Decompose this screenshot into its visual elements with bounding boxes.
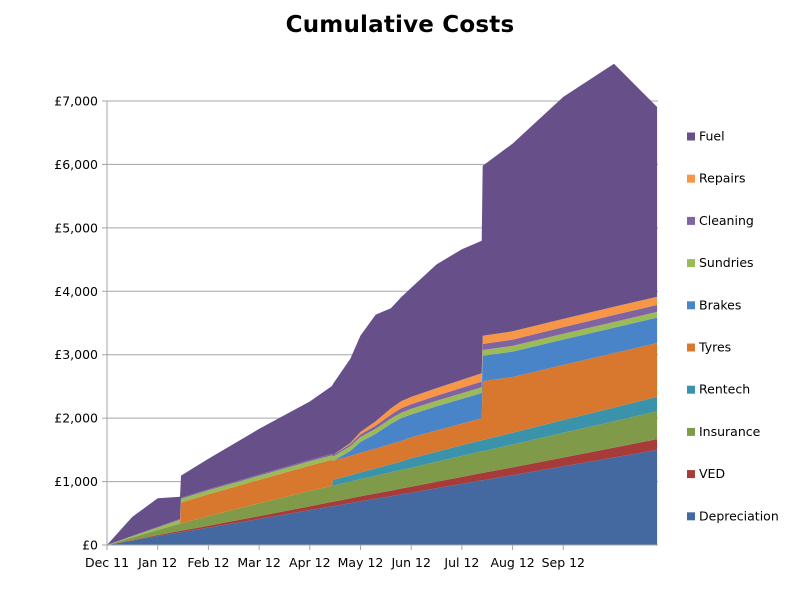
y-tick-label: £2,000 (54, 411, 98, 426)
legend-label-fuel: Fuel (699, 129, 725, 144)
x-tick-label: Mar 12 (237, 555, 280, 570)
legend-label-sundries: Sundries (699, 255, 754, 270)
legend-swatch-fuel (687, 132, 695, 141)
y-tick-label: £5,000 (54, 220, 98, 235)
legend-label-rentech: Rentech (699, 382, 750, 397)
legend-swatch-brakes (687, 301, 695, 310)
area-tyres (107, 343, 658, 545)
area-ved (107, 439, 658, 545)
y-tick-label: £7,000 (54, 94, 98, 109)
legend-swatch-tyres (687, 343, 695, 352)
x-tick-label: Aug 12 (490, 555, 534, 570)
x-tick-label: Feb 12 (187, 555, 229, 570)
x-axis-ticks: Dec 11 Jan 12 Feb 12 Mar 12 Apr 12 May 12 Jun … (85, 545, 585, 570)
chart-title: Cumulative Costs (285, 12, 515, 38)
x-tick-label: Sep 12 (542, 555, 585, 570)
legend-label-depreciation: Depreciation (699, 508, 779, 523)
x-tick-label: May 12 (338, 555, 384, 570)
area-repairs (107, 296, 658, 545)
stacked-areas (107, 63, 658, 546)
y-tick-label: £1,000 (54, 474, 98, 489)
x-tick-label: Dec 11 (85, 555, 129, 570)
legend-label-brakes: Brakes (699, 297, 741, 312)
legend-swatch-cleaning (687, 216, 695, 225)
area-brakes (107, 317, 658, 545)
y-tick-label: £0 (82, 538, 98, 553)
legend-label-cleaning: Cleaning (699, 213, 754, 228)
x-tick-label: Jun 12 (390, 555, 430, 570)
legend-label-tyres: Tyres (698, 340, 731, 355)
axes (106, 101, 658, 546)
legend-label-ved: VED (699, 466, 725, 481)
legend-swatch-repairs (687, 174, 695, 183)
legend-swatch-sundries (687, 259, 695, 268)
y-tick-label: £6,000 (54, 157, 98, 172)
x-tick-label: Apr 12 (289, 555, 331, 570)
y-tick-label: £3,000 (54, 347, 98, 362)
y-axis-ticks: £0 £1,000 £2,000 £3,000 £4,000 £5,000 £6,000 £7… (54, 94, 107, 553)
area-fuel (107, 63, 658, 546)
legend-label-repairs: Repairs (699, 171, 746, 186)
x-tick-label: Jul 12 (443, 555, 479, 570)
legend-swatch-rentech (687, 385, 695, 394)
area-rentech (107, 396, 658, 545)
area-depreciation (107, 449, 658, 545)
x-tick-label: Jan 12 (137, 555, 177, 570)
area-sundries (107, 311, 658, 545)
legend-label-insurance: Insurance (699, 424, 761, 439)
area-insurance (107, 411, 658, 545)
legend-swatch-depreciation (687, 512, 695, 521)
y-tick-label: £4,000 (54, 284, 98, 299)
legend-swatch-insurance (687, 427, 695, 436)
legend-swatch-ved (687, 470, 695, 479)
legend: Fuel Repairs Cleaning Sundries Brakes Tyres Re… (687, 129, 779, 523)
